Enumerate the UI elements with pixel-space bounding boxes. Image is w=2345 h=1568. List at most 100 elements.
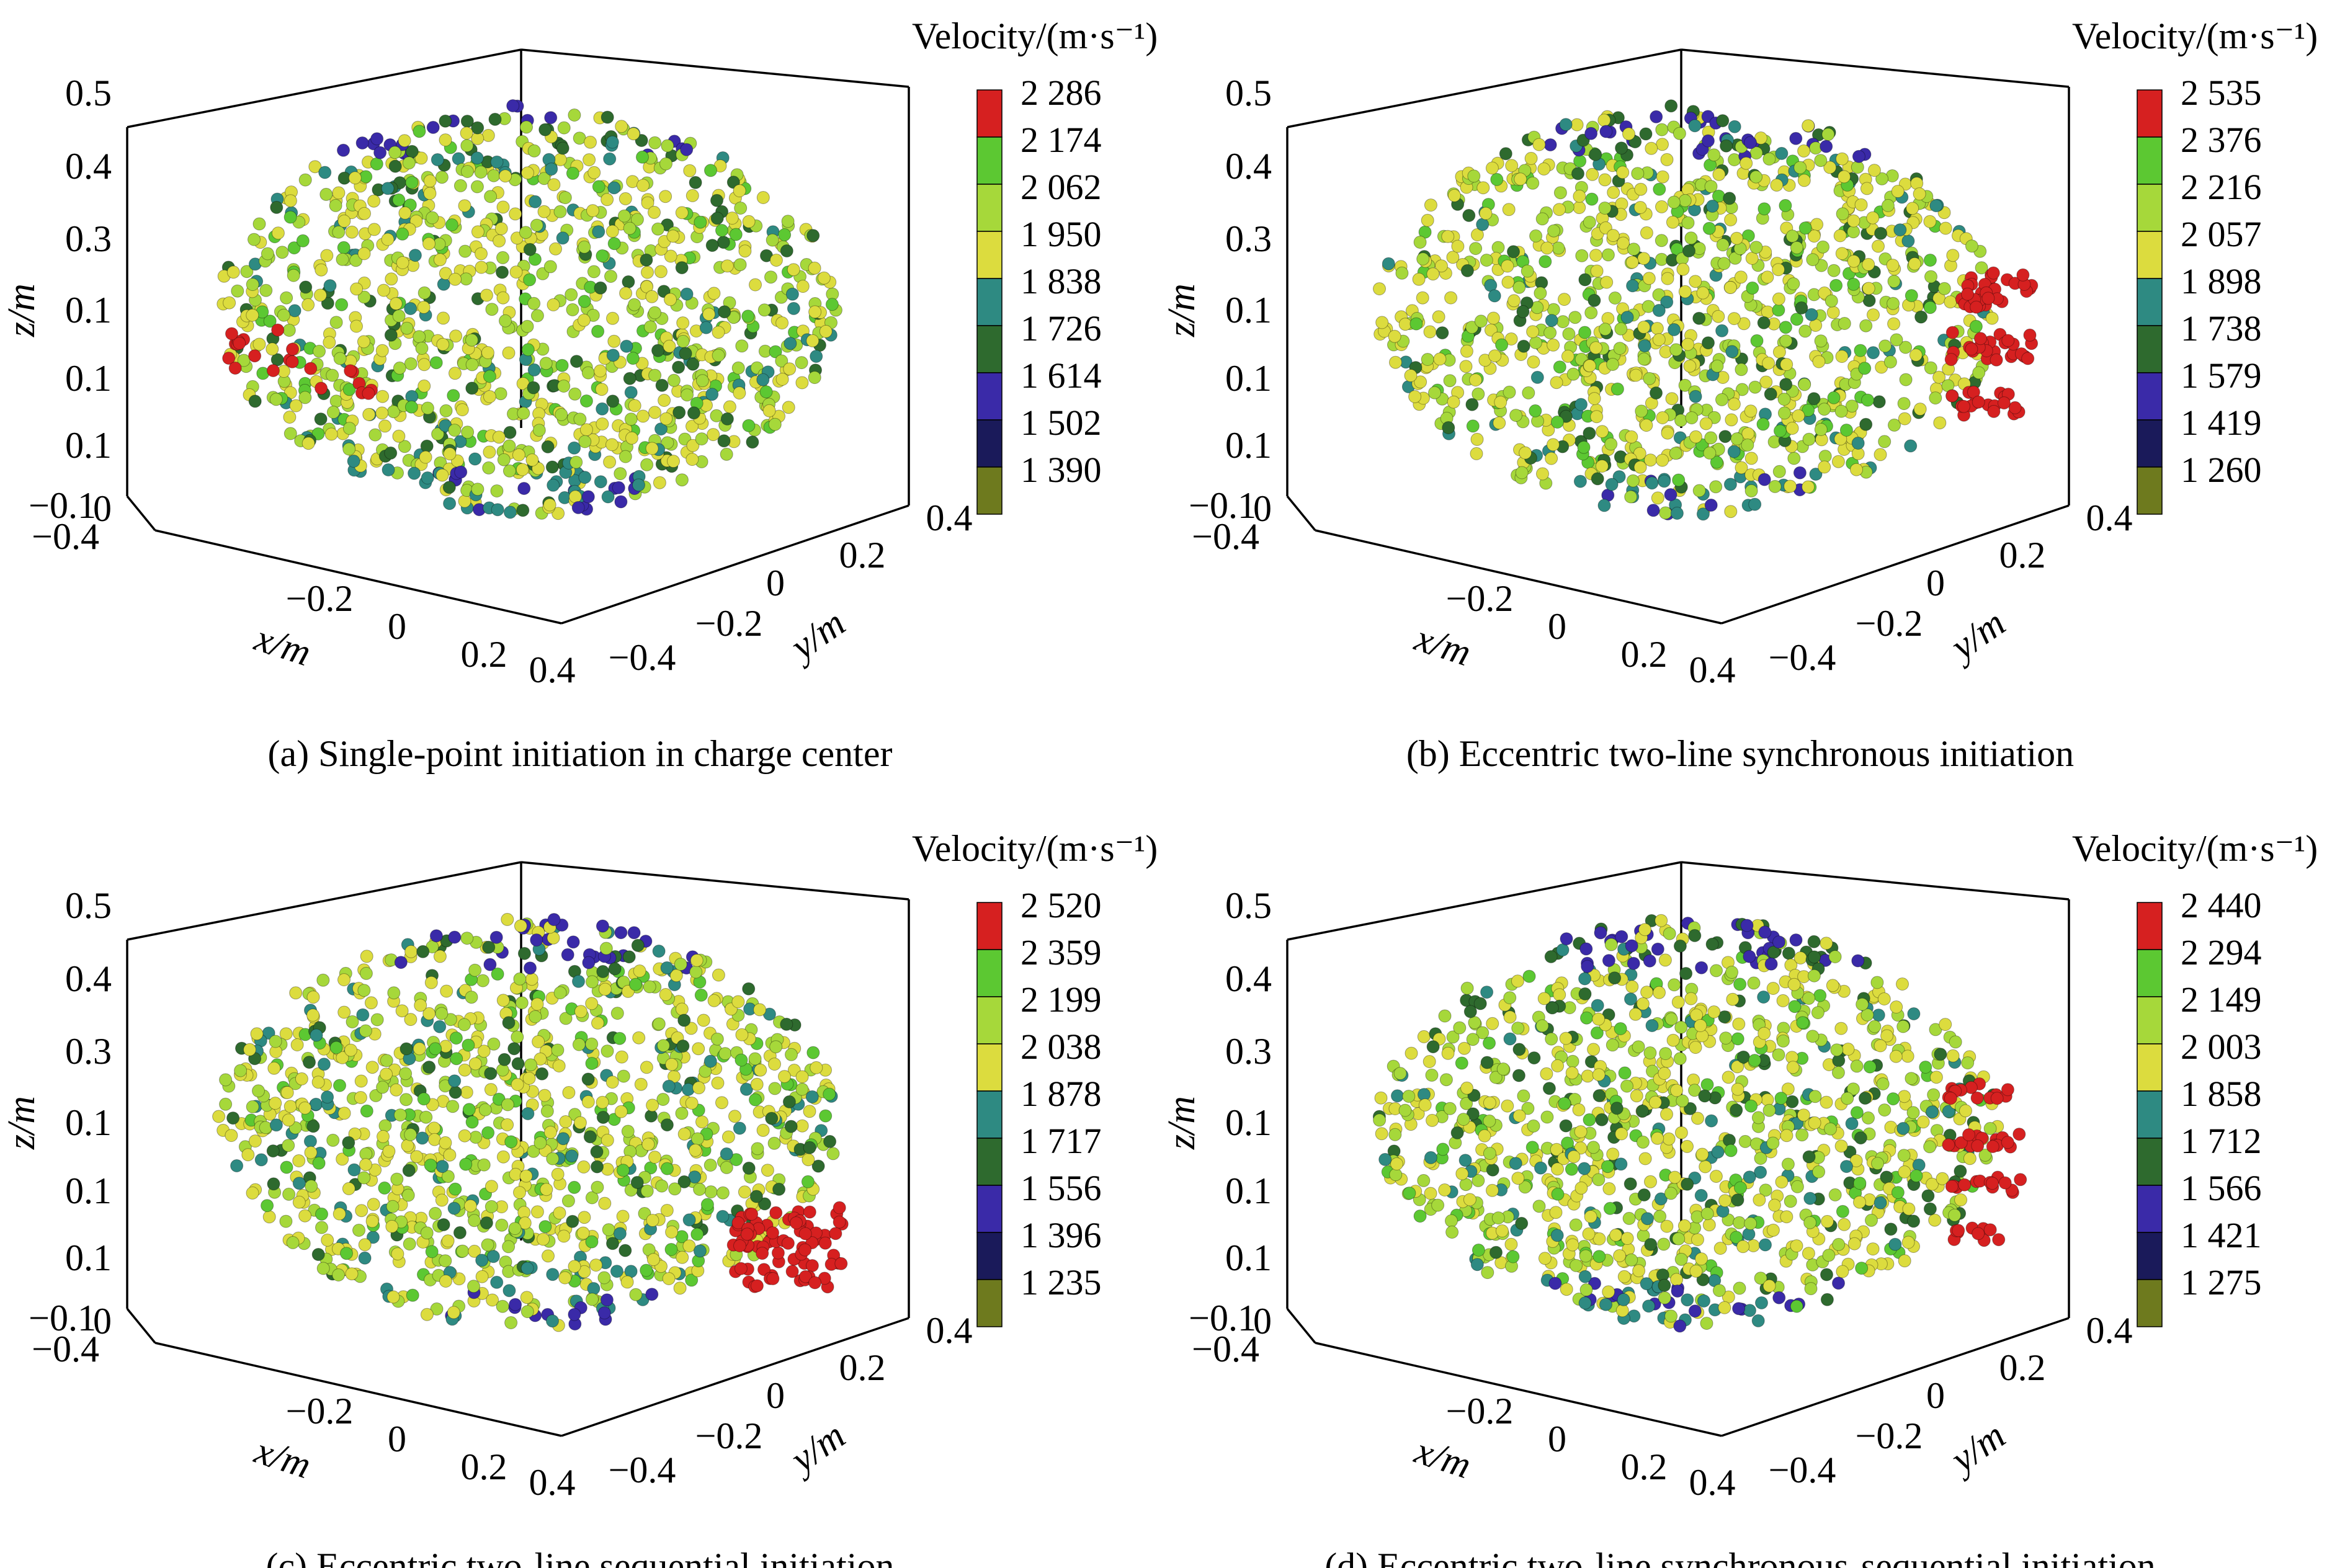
colorbar-segment: [976, 89, 1003, 138]
particle-point: [433, 1020, 447, 1033]
particle-point: [668, 1182, 682, 1196]
particle-point: [1826, 306, 1840, 319]
particle-point-hot: [1986, 266, 2000, 280]
particle-point: [598, 1196, 612, 1210]
particle-point: [1813, 989, 1827, 1002]
particle-point-hot: [1971, 1139, 1985, 1152]
particle-point: [259, 283, 273, 297]
particle-point: [1723, 281, 1737, 294]
particle-point: [1779, 378, 1793, 391]
particle-point: [1537, 992, 1551, 1005]
particle-point: [1949, 1035, 1962, 1049]
particle-point: [1624, 992, 1637, 1006]
particle-point: [460, 1085, 473, 1099]
particle-point: [269, 1097, 282, 1110]
particle-point: [1547, 224, 1560, 238]
particle-point: [654, 422, 668, 436]
particle-point: [1684, 231, 1698, 245]
particle-point: [1655, 234, 1668, 247]
particle-point: [400, 1093, 413, 1107]
particle-point: [1457, 1113, 1470, 1126]
particle-point: [517, 947, 531, 960]
particle-point: [1802, 1247, 1815, 1260]
particle-point: [591, 1160, 604, 1174]
particle-point: [759, 385, 773, 399]
colorbar-tick-label: 1 566: [2181, 1168, 2262, 1208]
particle-point: [1820, 937, 1833, 950]
particle-point: [768, 1082, 782, 1095]
particle-point: [380, 1067, 393, 1081]
particle-point: [1735, 363, 1748, 376]
particle-point: [1722, 1071, 1735, 1084]
particle-point: [1653, 182, 1666, 196]
particle-point: [1424, 1151, 1437, 1164]
particle-point: [661, 436, 674, 450]
particle-point: [631, 938, 645, 952]
particle-point-hot: [1965, 342, 1978, 356]
particle-point: [521, 343, 535, 357]
particle-point-hot: [834, 1257, 848, 1270]
particle-point: [1704, 431, 1718, 445]
particle-point: [605, 135, 619, 149]
particle-point: [1642, 1299, 1656, 1313]
particle-point: [246, 278, 259, 292]
particle-point: [765, 1111, 779, 1125]
particle-point: [596, 919, 609, 933]
particle-point: [1746, 281, 1759, 295]
particle-point: [806, 1046, 820, 1059]
particle-point: [1658, 1291, 1671, 1304]
particle-point: [1412, 272, 1426, 286]
particle-point-hot: [1981, 292, 1995, 305]
particle-point: [1476, 181, 1490, 195]
colorbar-segment: [2137, 996, 2163, 1045]
particle-point: [437, 277, 450, 291]
particle-point: [1504, 332, 1518, 345]
particle-point: [601, 1133, 614, 1147]
particle-point: [1616, 166, 1630, 179]
z-tick-label: 0.5: [65, 73, 112, 114]
particle-point: [1906, 1106, 1920, 1120]
particle-point-hot: [750, 1279, 764, 1293]
particle-point: [1378, 1152, 1392, 1166]
particle-point: [525, 973, 538, 986]
particle-point: [1488, 349, 1502, 363]
particle-point: [568, 441, 581, 455]
particle-point: [514, 919, 527, 933]
particle-point: [1606, 1038, 1619, 1052]
particle-point: [446, 1100, 460, 1113]
particle-point: [586, 204, 599, 218]
particle-point: [1480, 254, 1493, 267]
colorbar-tick-label: 2 003: [2181, 1027, 2262, 1067]
particle-point: [738, 244, 752, 258]
z-tick-label: 0.1: [1225, 425, 1272, 466]
particle-point: [282, 1187, 296, 1201]
particle-point: [435, 1193, 449, 1207]
particle-point: [1896, 1020, 1910, 1033]
particle-point-hot: [1990, 353, 2003, 367]
particle-point: [1784, 479, 1797, 493]
particle-point: [617, 1069, 630, 1083]
particle-point-hot: [818, 1236, 832, 1250]
particle-point: [389, 297, 403, 311]
particle-point: [1562, 327, 1576, 341]
particle-point: [1540, 241, 1554, 255]
colorbar-tick-label: 1 275: [2181, 1262, 2262, 1303]
particle-point: [1630, 1089, 1643, 1103]
particle-point: [290, 1038, 304, 1051]
particle-point: [628, 298, 641, 311]
particle-point: [1772, 303, 1785, 317]
particle-point: [1640, 226, 1653, 239]
z-tick-label: 0.1: [65, 1170, 112, 1211]
particle-point: [1460, 1081, 1473, 1095]
particle-point: [378, 1181, 391, 1195]
particle-point: [321, 1090, 334, 1104]
particle-point: [1608, 971, 1622, 985]
particle-point: [1818, 403, 1831, 416]
particle-point: [1590, 410, 1604, 424]
particle-point: [784, 337, 797, 350]
particle-point: [1570, 118, 1584, 131]
particle-point: [461, 425, 475, 439]
panel-caption: (c) Eccentric two-line sequential initia…: [266, 1546, 895, 1568]
particle-point: [801, 1175, 815, 1188]
particle-point: [738, 1185, 751, 1199]
